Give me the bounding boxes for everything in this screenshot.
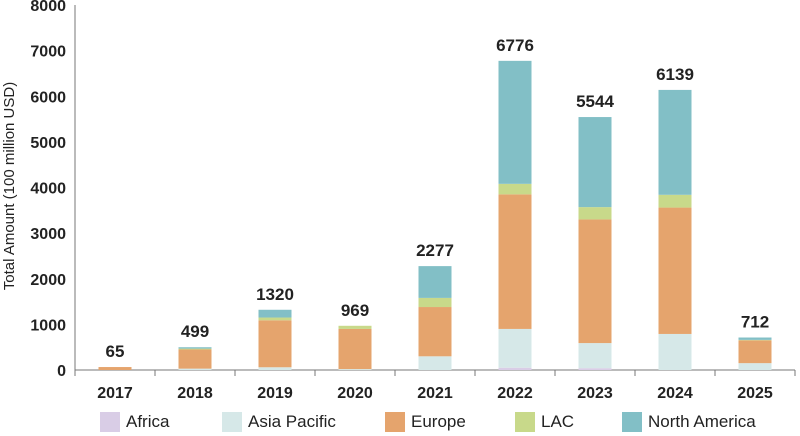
bar-segment-lac-2023 <box>578 207 612 220</box>
x-tick-label: 2020 <box>337 385 373 402</box>
bar-segment-north-america-2018 <box>178 347 212 349</box>
bar-segment-asia-pacific-2021 <box>418 356 452 370</box>
bar-segment-north-america-2022 <box>498 60 532 184</box>
bar-segment-africa-2022 <box>498 367 532 370</box>
bar-segment-africa-2023 <box>578 368 612 370</box>
total-label-2019: 1320 <box>256 285 294 304</box>
total-label-2024: 6139 <box>656 65 694 84</box>
bar-segment-europe-2021 <box>418 307 452 357</box>
total-label-2018: 499 <box>181 322 209 341</box>
x-tick-label: 2017 <box>97 385 133 402</box>
bar-segment-north-america-2025 <box>738 337 772 340</box>
y-tick-label: 0 <box>57 363 66 380</box>
x-tick-label: 2022 <box>497 385 533 402</box>
bar-segment-asia-pacific-2025 <box>738 363 772 370</box>
y-tick-label: 2000 <box>30 272 66 289</box>
bar-segment-lac-2018 <box>178 348 212 350</box>
y-tick-label: 5000 <box>30 135 66 152</box>
bar-segment-asia-pacific-2022 <box>498 328 532 368</box>
y-axis-title: Total Amount (100 million USD) <box>1 82 18 290</box>
x-tick-label: 2019 <box>257 385 293 402</box>
bar-segment-europe-2024 <box>658 207 692 334</box>
legend-item-asia-pacific: Asia Pacific <box>222 408 336 436</box>
bar-segment-asia-pacific-2023 <box>578 343 612 369</box>
x-tick-label: 2018 <box>177 385 213 402</box>
legend-label: Europe <box>411 412 466 431</box>
x-tick-label: 2024 <box>657 385 693 402</box>
bar-segment-north-america-2021 <box>418 266 452 298</box>
y-tick-label: 6000 <box>30 89 66 106</box>
bar-segment-asia-pacific-2024 <box>658 333 692 370</box>
bar-segment-europe-2023 <box>578 219 612 344</box>
total-label-2023: 5544 <box>576 92 614 111</box>
legend-label: Africa <box>126 412 170 431</box>
bar-segment-lac-2024 <box>658 194 692 208</box>
legend-item-north-america: North America <box>622 408 756 436</box>
legend-item-lac: LAC <box>515 408 574 436</box>
bar-segment-lac-2022 <box>498 183 532 195</box>
legend: Africa Asia Pacific Europe LAC North America <box>0 408 800 436</box>
bar-segment-europe-2017 <box>98 367 132 370</box>
total-label-2020: 969 <box>341 301 369 320</box>
bar-segment-lac-2020 <box>338 325 372 329</box>
y-tick-label: 8000 <box>30 0 66 15</box>
y-tick-label: 1000 <box>30 317 66 334</box>
legend-label: LAC <box>541 412 575 431</box>
bar-segment-europe-2025 <box>738 340 772 364</box>
legend-swatch <box>515 412 535 432</box>
legend-swatch <box>100 412 120 432</box>
total-label-2022: 6776 <box>496 36 534 55</box>
total-label-2017: 65 <box>106 342 125 361</box>
bar-segment-asia-pacific-2019 <box>258 367 292 370</box>
bar-segment-north-america-2023 <box>578 117 612 208</box>
y-tick-label: 3000 <box>30 226 66 243</box>
legend-item-africa: Africa <box>100 408 169 436</box>
legend-label: Asia Pacific <box>248 412 336 431</box>
bar-segment-europe-2018 <box>178 349 212 369</box>
legend-item-europe: Europe <box>385 408 466 436</box>
bar-segment-asia-pacific-2020 <box>338 369 372 370</box>
x-tick-label: 2023 <box>577 385 613 402</box>
bar-segment-asia-pacific-2018 <box>178 368 212 370</box>
legend-swatch <box>622 412 642 432</box>
bar-segment-europe-2019 <box>258 320 292 368</box>
legend-swatch <box>222 412 242 432</box>
legend-label: North America <box>648 412 756 431</box>
chart-plot: Total Amount (100 million USD) 0 1000 2000… <box>1 0 796 402</box>
bar-segment-lac-2021 <box>418 297 452 308</box>
bar-segment-lac-2019 <box>258 317 292 321</box>
bar-segment-europe-2022 <box>498 194 532 329</box>
legend-swatch <box>385 412 405 432</box>
bar-segment-north-america-2024 <box>658 89 692 195</box>
x-tick-label: 2025 <box>737 385 773 402</box>
bar-segment-north-america-2019 <box>258 309 292 318</box>
total-label-2025: 712 <box>741 313 769 332</box>
total-label-2021: 2277 <box>416 241 454 260</box>
y-tick-label: 4000 <box>30 181 66 198</box>
bar-segment-europe-2020 <box>338 328 372 370</box>
x-tick-label: 2021 <box>417 385 453 402</box>
y-tick-label: 7000 <box>30 44 66 61</box>
